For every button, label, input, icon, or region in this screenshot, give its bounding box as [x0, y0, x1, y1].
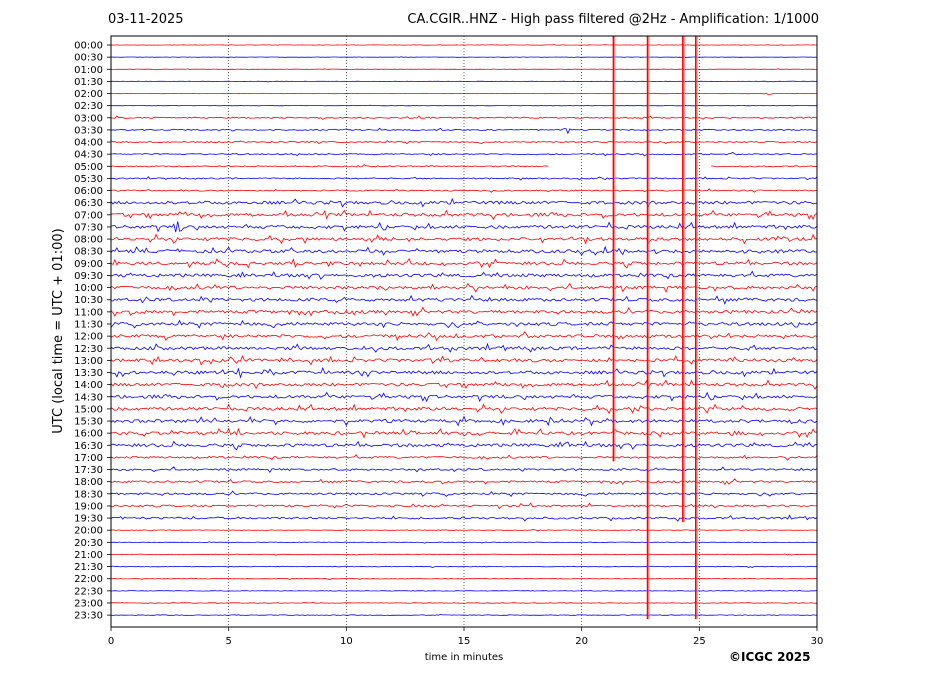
y-tick-label: 19:30 — [74, 514, 103, 525]
y-tick-label: 06:30 — [74, 198, 103, 209]
trace-row-0500 — [110, 164, 818, 168]
y-tick-label: 20:00 — [74, 526, 103, 537]
y-tick-label: 23:00 — [74, 598, 103, 609]
trace-row-0800 — [110, 233, 818, 245]
y-tick-label: 02:00 — [74, 89, 103, 100]
y-tick-label: 17:30 — [74, 465, 103, 476]
y-tick-label: 08:00 — [74, 235, 103, 246]
y-axis-title: UTC (local time = UTC + 01:00) — [51, 228, 66, 433]
y-axis: 00:0000:3001:0001:3002:0002:3003:0003:30… — [74, 41, 111, 622]
y-tick-label: 04:30 — [74, 150, 103, 161]
y-tick-label: 16:00 — [74, 429, 103, 440]
y-tick-label: 03:30 — [74, 125, 103, 136]
trace-row-0830 — [110, 245, 818, 256]
y-tick-label: 22:30 — [74, 586, 103, 597]
y-tick-label: 01:30 — [74, 77, 103, 88]
y-tick-label: 20:30 — [74, 538, 103, 549]
plot-frame — [110, 35, 818, 628]
y-tick-label: 04:00 — [74, 138, 103, 149]
chart-date: 03-11-2025 — [108, 12, 184, 27]
trace-row-0930 — [110, 270, 818, 280]
y-tick-label: 01:00 — [74, 65, 103, 76]
y-tick-label: 18:00 — [74, 477, 103, 488]
y-tick-label: 10:30 — [74, 295, 103, 306]
trace-row-1630 — [110, 440, 818, 451]
trace-row-0600 — [110, 188, 818, 193]
trace-row-1930 — [110, 514, 818, 522]
spikes-layer — [612, 36, 698, 620]
y-tick-label: 13:00 — [74, 356, 103, 367]
trace-row-1600 — [110, 427, 818, 439]
trace-row-1030 — [110, 294, 818, 305]
y-tick-label: 08:30 — [74, 247, 103, 258]
x-tick-label: 30 — [811, 636, 824, 647]
y-tick-label: 00:00 — [74, 41, 103, 52]
y-tick-label: 11:30 — [74, 319, 103, 330]
y-tick-label: 09:30 — [74, 271, 103, 282]
x-tick-label: 5 — [225, 636, 231, 647]
y-tick-label: 05:00 — [74, 162, 103, 173]
trace-row-0730 — [110, 221, 818, 233]
trace-row-2000 — [110, 529, 818, 532]
trace-row-2100 — [111, 553, 818, 556]
y-tick-label: 14:00 — [74, 380, 103, 391]
y-tick-label: 14:30 — [74, 392, 103, 403]
y-tick-label: 17:00 — [74, 453, 103, 464]
y-tick-label: 06:00 — [74, 186, 103, 197]
trace-row-2130 — [110, 565, 818, 568]
x-tick-label: 0 — [108, 636, 114, 647]
trace-row-1730 — [110, 466, 818, 474]
trace-row-0700 — [110, 209, 818, 221]
x-tick-label: 15 — [458, 636, 471, 647]
y-tick-label: 16:30 — [74, 441, 103, 452]
y-tick-label: 22:00 — [74, 574, 103, 585]
x-axis-title: time in minutes — [425, 652, 504, 663]
trace-row-0900 — [110, 257, 818, 269]
trace-row-0630 — [110, 197, 818, 208]
x-tick-label: 20 — [575, 636, 588, 647]
y-tick-label: 02:30 — [74, 101, 103, 112]
trace-row-0430 — [111, 151, 818, 157]
y-tick-label: 00:30 — [74, 53, 103, 64]
y-tick-label: 13:30 — [74, 368, 103, 379]
y-tick-label: 09:00 — [74, 259, 103, 270]
trace-row-1800 — [110, 478, 818, 486]
trace-row-1130 — [110, 319, 818, 329]
y-tick-label: 11:00 — [74, 307, 103, 318]
y-tick-label: 19:00 — [74, 501, 103, 512]
y-tick-label: 21:30 — [74, 562, 103, 573]
x-axis: 0 5 10 15 20 25 30 — [108, 627, 824, 647]
y-tick-label: 03:00 — [74, 113, 103, 124]
trace-row-1000 — [110, 282, 818, 294]
chart-title: CA.CGIR..HNZ - High pass filtered @2Hz -… — [407, 12, 819, 27]
trace-row-1100 — [110, 306, 818, 317]
trace-row-1700 — [110, 454, 818, 461]
y-tick-label: 15:30 — [74, 417, 103, 428]
trace-row-1830 — [110, 490, 818, 497]
y-tick-label: 07:00 — [74, 210, 103, 221]
trace-row-2030 — [110, 541, 818, 544]
y-tick-label: 05:30 — [74, 174, 103, 185]
gridlines-layer — [228, 36, 700, 627]
x-tick-label: 10 — [340, 636, 353, 647]
y-tick-label: 18:30 — [74, 489, 103, 500]
y-tick-label: 10:00 — [74, 283, 103, 294]
y-tick-label: 23:30 — [74, 611, 103, 622]
y-tick-label: 07:30 — [74, 222, 103, 233]
y-tick-label: 12:30 — [74, 344, 103, 355]
x-tick-label: 25 — [693, 636, 706, 647]
copyright: ©ICGC 2025 — [729, 650, 811, 664]
y-tick-label: 12:00 — [74, 332, 103, 343]
trace-row-2230 — [110, 589, 818, 592]
trace-row-1900 — [111, 502, 818, 510]
y-tick-label: 15:00 — [74, 404, 103, 415]
y-tick-label: 21:00 — [74, 550, 103, 561]
